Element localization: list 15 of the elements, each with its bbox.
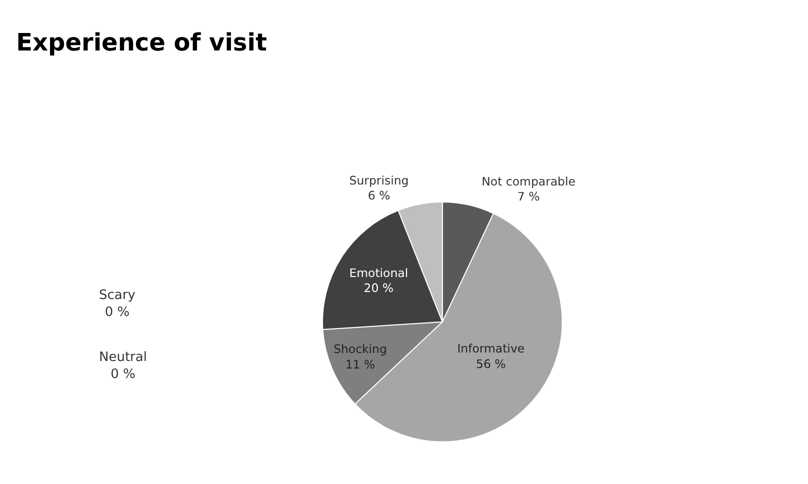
category-label: Neutral — [99, 350, 147, 365]
data-label: 11 % — [345, 357, 376, 372]
text: 0 % — [104, 304, 130, 320]
category-label: Scary — [99, 288, 136, 303]
slice-label: Shocking — [334, 342, 387, 356]
data-label: 20 % — [364, 281, 394, 296]
slice-label: Emotional — [349, 266, 408, 280]
slice-label: Not comparable — [482, 174, 576, 188]
data-label: 56 % — [476, 356, 506, 371]
text: 0 % — [110, 366, 136, 382]
data-label: 7 % — [517, 190, 540, 204]
chart-title: Experience of visit — [16, 28, 267, 57]
slice-label: Informative — [457, 342, 525, 356]
slice-label: Surprising — [349, 173, 409, 188]
data-label: 6 % — [368, 188, 390, 203]
